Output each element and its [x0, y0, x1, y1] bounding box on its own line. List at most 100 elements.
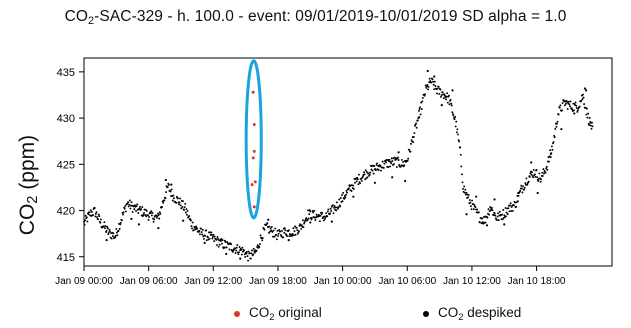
despiked-point	[236, 244, 239, 246]
despiked-point	[326, 215, 329, 218]
despiked-point	[388, 158, 391, 161]
despiked-point	[200, 231, 203, 234]
despiked-point	[363, 171, 365, 174]
despiked-point	[241, 246, 244, 249]
despiked-point	[419, 113, 422, 116]
despiked-point	[124, 210, 127, 213]
despiked-point	[364, 169, 367, 172]
despiked-point	[464, 193, 467, 196]
despiked-point	[200, 227, 203, 230]
despiked-point	[408, 148, 411, 151]
despiked-point	[305, 217, 308, 219]
despiked-point	[443, 93, 446, 96]
despiked-point	[406, 159, 409, 162]
despiked-point	[530, 161, 533, 164]
despiked-point	[451, 89, 454, 92]
despiked-point	[94, 212, 97, 215]
despiked-point	[346, 191, 349, 194]
despiked-point	[311, 216, 313, 219]
despiked-point	[205, 229, 208, 232]
despiked-point	[475, 195, 478, 198]
despiked-point	[338, 198, 341, 201]
despiked-point	[533, 173, 536, 176]
despiked-point	[535, 169, 538, 171]
despiked-point	[391, 176, 394, 179]
despiked-point	[558, 106, 561, 109]
despiked-point	[221, 242, 223, 245]
despiked-point	[369, 171, 372, 174]
despiked-point	[122, 211, 125, 214]
despiked-point	[97, 213, 100, 216]
despiked-point	[173, 197, 175, 200]
y-tick-label: 415	[57, 252, 75, 264]
despiked-point	[185, 208, 188, 210]
despiked-point	[277, 232, 280, 235]
despiked-point	[123, 207, 126, 210]
despiked-point	[88, 211, 91, 214]
despiked-point	[417, 109, 420, 112]
despiked-point	[329, 212, 332, 215]
despiked-point	[360, 179, 363, 182]
despiked-point	[508, 210, 511, 213]
despiked-point	[550, 152, 553, 155]
despiked-point	[119, 223, 122, 226]
despiked-point	[247, 259, 250, 262]
despiked-point	[377, 169, 380, 171]
despiked-point	[591, 125, 594, 128]
despiked-point	[489, 209, 492, 212]
despiked-point	[395, 165, 398, 168]
despiked-point	[169, 190, 172, 193]
despiked-point	[352, 195, 355, 198]
despiked-point	[580, 99, 583, 102]
despiked-point	[389, 160, 392, 163]
despiked-point	[559, 104, 562, 107]
despiked-point	[523, 188, 526, 191]
despiked-point	[412, 136, 415, 138]
despiked-point	[274, 227, 277, 230]
x-tick-label: Jan 09 18:00	[249, 276, 307, 287]
despiked-point	[95, 211, 98, 214]
despiked-point	[315, 213, 318, 216]
despiked-point	[333, 205, 336, 208]
despiked-point	[135, 210, 137, 212]
despiked-point	[465, 191, 468, 194]
despiked-point	[588, 116, 591, 119]
despiked-point	[175, 201, 178, 204]
despiked-point	[277, 235, 279, 238]
y-tick-label: 430	[57, 113, 75, 125]
despiked-point	[184, 202, 187, 205]
despiked-point	[85, 216, 88, 219]
despiked-point	[308, 209, 311, 212]
despiked-point	[96, 216, 98, 218]
despiked-point	[397, 156, 399, 159]
despiked-point	[439, 88, 442, 91]
despiked-point	[420, 108, 423, 110]
despiked-point	[118, 227, 121, 230]
despiked-point	[216, 244, 218, 246]
despiked-point	[237, 253, 240, 256]
despiked-point	[521, 191, 524, 194]
despiked-point	[445, 98, 448, 101]
despiked-point	[567, 100, 570, 103]
despiked-point	[93, 207, 96, 209]
x-tick-label: Jan 09 12:00	[184, 276, 242, 287]
despiked-point	[324, 217, 326, 220]
despiked-point	[178, 203, 180, 206]
despiked-point	[162, 201, 165, 204]
despiked-point	[419, 106, 421, 109]
y-tick-label: 435	[57, 67, 75, 79]
despiked-point	[437, 85, 440, 88]
despiked-point	[344, 196, 347, 199]
despiked-point	[491, 209, 494, 212]
despiked-point	[133, 208, 136, 211]
despiked-point	[538, 172, 541, 175]
despiked-point	[137, 211, 140, 214]
despiked-point	[166, 186, 169, 189]
despiked-point	[537, 180, 540, 182]
despiked-point	[294, 233, 297, 236]
despiked-point	[327, 208, 330, 211]
despiked-point	[467, 196, 470, 199]
despiked-point	[184, 211, 187, 214]
despiked-point	[341, 194, 343, 196]
